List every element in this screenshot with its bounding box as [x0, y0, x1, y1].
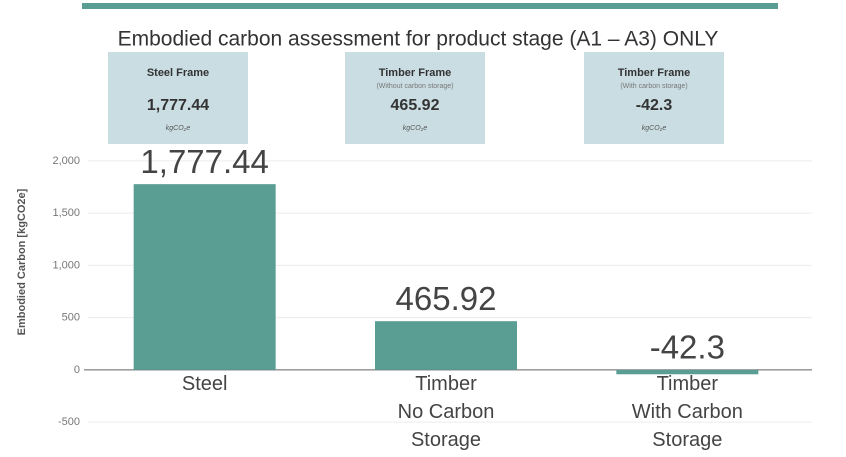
card-subtitle: (With carbon storage): [620, 83, 687, 90]
bar: [375, 321, 517, 370]
value-label: -42.3: [650, 329, 725, 366]
card-title: Steel Frame: [147, 67, 209, 79]
y-tick-label: 2,000: [52, 155, 80, 167]
x-tick-label: Timber No Carbon Storage: [398, 373, 495, 451]
card-title: Timber Frame: [379, 67, 452, 79]
y-tick-label: 0: [74, 364, 80, 376]
x-tick-label: Timber With Carbon Storage: [632, 373, 743, 451]
value-label: 465.92: [396, 280, 497, 317]
card-title: Timber Frame: [618, 67, 691, 79]
y-axis-label: Embodied Carbon [kgCO2e]: [16, 188, 28, 335]
x-tick-label: Steel: [182, 373, 228, 395]
value-label: 1,777.44: [140, 143, 268, 180]
bar: [616, 369, 759, 375]
info-card: [345, 52, 485, 144]
card-unit: kgCO₂e: [166, 125, 191, 132]
info-card: [584, 52, 724, 144]
top-rule: [82, 3, 778, 9]
bar: [133, 184, 276, 370]
info-card: [108, 52, 248, 144]
card-value: 1,777.44: [147, 97, 209, 114]
card-unit: kgCO₂e: [642, 125, 667, 132]
card-subtitle: (Without carbon storage): [376, 83, 453, 90]
y-tick-label: 500: [62, 312, 80, 324]
y-tick-label: 1,500: [52, 207, 80, 219]
card-value: -42.3: [636, 97, 673, 114]
y-tick-label: -500: [58, 416, 80, 428]
card-unit: kgCO₂e: [403, 125, 428, 132]
y-tick-label: 1,000: [52, 259, 80, 271]
chart-title: Embodied carbon assessment for product s…: [118, 28, 719, 51]
card-value: 465.92: [391, 97, 440, 114]
